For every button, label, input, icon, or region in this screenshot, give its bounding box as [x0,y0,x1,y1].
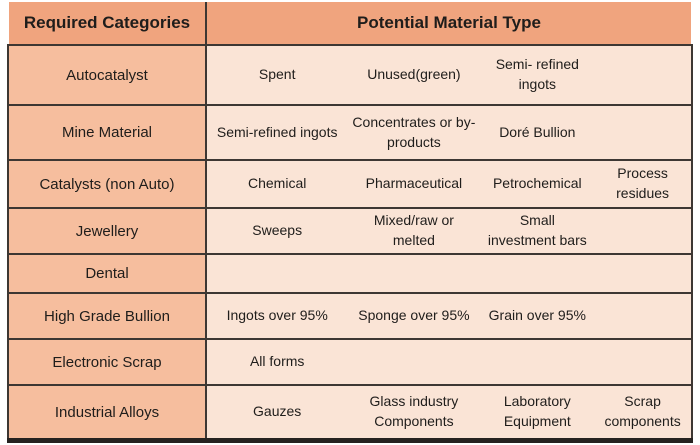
material-item: Spent [258,66,296,83]
material-item [594,209,691,253]
material-item: Semi-refined ingots [216,123,338,140]
category-cell: Dental [9,255,207,292]
material-item: Pharmaceutical [365,175,463,192]
material-item [594,340,691,384]
material-type-table: Required Categories Potential Material T… [7,2,693,443]
material-item: Concentrates or by-products [352,113,476,150]
material-item: Unused(green) [367,66,461,83]
table-row-industrial-alloys: Industrial Alloys Gauzes Glass industry … [7,384,693,438]
table-bottom-border [7,438,693,443]
table-row-catalysts-non-auto: Catalysts (non Auto) Chemical Pharmaceut… [7,159,693,207]
material-item: Grain over 95% [488,307,586,324]
table-row-dental: Dental [7,253,693,292]
materials-cell: Sweeps Mixed/raw or melted Small investm… [207,209,691,253]
category-cell: High Grade Bullion [9,294,207,338]
materials-cell: All forms [207,340,691,384]
category-cell: Autocatalyst [9,46,207,104]
materials-cell: Spent Unused(green) Semi- refined ingots [207,46,691,104]
material-item [347,255,480,292]
category-cell: Electronic Scrap [9,340,207,384]
material-item: Sweeps [252,222,303,239]
material-item: Process residues [616,165,670,201]
category-cell: Industrial Alloys [9,386,207,438]
material-item: All forms [249,353,305,370]
material-item: Chemical [248,175,307,192]
table-row-jewellery: Jewellery Sweeps Mixed/raw or melted Sma… [7,207,693,253]
table-row-high-grade-bullion: High Grade Bullion Ingots over 95% Spong… [7,292,693,338]
material-item [594,46,691,104]
materials-cell: Chemical Pharmaceutical Petrochemical Pr… [207,161,691,207]
material-item [347,340,480,384]
table-row-autocatalyst: Autocatalyst Spent Unused(green) Semi- r… [7,44,693,104]
material-item [207,255,347,292]
material-item: Petrochemical [492,175,582,192]
material-item [594,255,691,292]
material-item: Doré Bullion [499,123,576,140]
material-item: Scrap components [604,393,681,429]
table-row-electronic-scrap: Electronic Scrap All forms [7,338,693,384]
material-item [594,106,691,159]
material-item [480,340,594,384]
table-header-row: Required Categories Potential Material T… [7,2,693,44]
material-item: Laboratory Equipment [503,393,571,429]
material-item: Mixed/raw or melted [373,212,454,248]
header-required-categories: Required Categories [9,2,207,44]
materials-cell: Gauzes Glass industry Components Laborat… [207,386,691,438]
materials-cell [207,255,691,292]
category-cell: Catalysts (non Auto) [9,161,207,207]
materials-cell: Ingots over 95% Sponge over 95% Grain ov… [207,294,691,338]
category-cell: Jewellery [9,209,207,253]
material-item: Gauzes [253,403,302,420]
table-row-mine-material: Mine Material Semi-refined ingots Concen… [7,104,693,159]
material-item: Small investment bars [487,212,587,248]
category-cell: Mine Material [9,106,207,159]
material-item [594,294,691,338]
material-item: Semi- refined ingots [495,56,579,92]
header-potential-material-type: Potential Material Type [207,2,691,44]
material-item [480,255,594,292]
materials-cell: Semi-refined ingots Concentrates or by-p… [207,106,691,159]
material-item: Glass industry Components [369,393,459,429]
material-item: Ingots over 95% [226,307,328,324]
material-item: Sponge over 95% [358,307,470,324]
